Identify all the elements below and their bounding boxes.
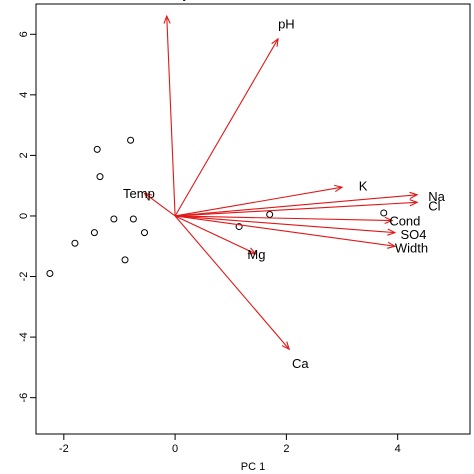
y-axis: -6 -4 -2 0 2 4 6 — [18, 31, 36, 403]
vector-arrowhead — [409, 199, 419, 207]
vector-label: Ca — [292, 356, 309, 371]
vector-arrowhead — [163, 14, 171, 24]
vector-arrowhead — [387, 241, 397, 249]
vector-arrowhead — [334, 184, 344, 192]
loading-vector — [174, 38, 279, 217]
loading-vector — [175, 215, 393, 222]
plot-frame — [35, 3, 471, 435]
loading-vector — [174, 215, 257, 255]
vector-arrowhead — [247, 247, 258, 255]
y-tick-label: 0 — [18, 213, 30, 219]
loading-vector — [174, 215, 290, 350]
score-point — [96, 173, 104, 181]
vector-label: Cond — [389, 213, 420, 228]
score-point — [93, 145, 101, 153]
vector-label: Velocity — [144, 0, 189, 1]
vector-label: pH — [278, 17, 295, 32]
vector-label: Na — [428, 189, 445, 204]
x-tick-label: 4 — [395, 443, 401, 455]
vector-arrowhead — [409, 191, 419, 200]
vector-label: SO4 — [400, 227, 426, 242]
loading-vector — [175, 215, 395, 234]
loading-vector — [166, 16, 176, 216]
score-point — [90, 229, 98, 237]
score-point — [127, 136, 135, 144]
y-tick-label: -6 — [18, 393, 30, 403]
vector-label: Cl — [428, 198, 440, 213]
vector-arrowhead — [387, 228, 397, 236]
x-tick-label: -2 — [59, 443, 69, 455]
score-points — [46, 136, 388, 278]
score-point — [121, 256, 129, 264]
loading-vector — [175, 194, 418, 217]
vector-arrowhead — [271, 37, 279, 47]
loading-vector — [144, 192, 176, 217]
loading-vector — [175, 186, 343, 217]
score-point — [235, 223, 243, 231]
vector-arrowhead — [281, 341, 291, 351]
vector-label: Mg — [247, 247, 265, 262]
score-point — [141, 229, 148, 237]
score-point — [71, 239, 79, 247]
y-tick-label: -4 — [18, 332, 30, 342]
x-tick-label: 2 — [283, 443, 289, 455]
x-tick-label: 0 — [172, 443, 178, 455]
vector-label: K — [359, 179, 368, 194]
vector-label: Temp — [123, 186, 155, 201]
score-point — [380, 209, 388, 217]
loading-vector — [175, 201, 418, 217]
y-tick-label: 6 — [18, 31, 30, 37]
y-tick-label: -2 — [18, 272, 30, 282]
x-axis: -2 0 2 4 — [59, 434, 401, 455]
y-tick-label: 2 — [18, 152, 30, 158]
score-point — [110, 215, 118, 223]
x-axis-title: PC 1 — [241, 461, 265, 473]
vector-label: Width — [395, 241, 428, 256]
loading-vector — [175, 215, 395, 247]
vector-arrowhead — [143, 192, 153, 201]
score-point — [266, 210, 274, 218]
score-point — [46, 270, 54, 278]
score-point — [129, 215, 137, 223]
y-tick-label: 4 — [18, 92, 30, 98]
vector-arrowhead — [384, 216, 394, 224]
